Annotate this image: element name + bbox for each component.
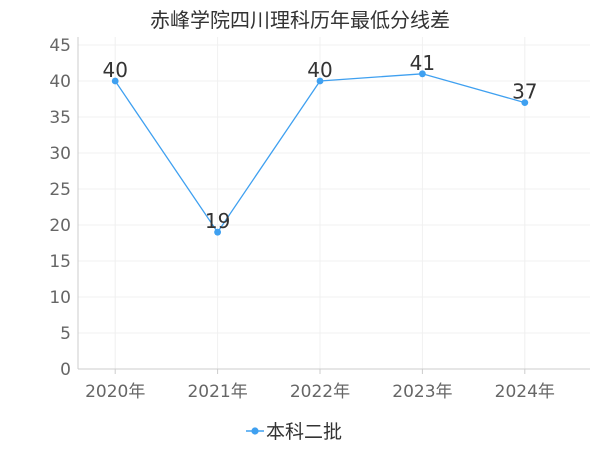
y-tick-label: 0 <box>60 360 71 380</box>
y-tick-label: 35 <box>49 108 71 128</box>
y-tick-labels: 0 5 10 15 20 25 30 35 40 45 <box>49 36 71 380</box>
legend-dot-marker <box>251 427 259 435</box>
data-points <box>111 70 529 236</box>
x-tick-label: 2023年 <box>392 382 452 402</box>
data-label: 37 <box>512 80 537 104</box>
chart-title: 赤峰学院四川理科历年最低分线差 <box>150 8 450 32</box>
x-tick-label: 2022年 <box>290 382 350 402</box>
data-label: 19 <box>205 209 230 233</box>
y-tick-label: 40 <box>49 72 71 92</box>
axes <box>77 37 590 374</box>
legend-label: 本科二批 <box>266 421 342 443</box>
legend[interactable]: 本科二批 <box>246 421 342 443</box>
data-label: 40 <box>307 58 332 82</box>
y-tick-label: 25 <box>49 180 71 200</box>
y-tick-label: 15 <box>49 252 71 272</box>
x-tick-labels: 2020年 2021年 2022年 2023年 2024年 <box>85 382 555 402</box>
data-labels: 40 19 40 41 37 <box>102 51 537 233</box>
y-tick-label: 30 <box>49 144 71 164</box>
data-label: 40 <box>102 58 127 82</box>
data-point[interactable] <box>111 77 119 85</box>
y-tick-label: 10 <box>49 288 71 308</box>
data-label: 41 <box>410 51 435 75</box>
x-tick-label: 2021年 <box>187 382 247 402</box>
data-point[interactable] <box>316 77 324 85</box>
data-point[interactable] <box>419 70 426 78</box>
y-tick-label: 5 <box>60 324 71 344</box>
x-tick-label: 2024年 <box>495 382 555 402</box>
x-tick-label: 2020年 <box>85 382 145 402</box>
data-point[interactable] <box>214 228 222 236</box>
data-point[interactable] <box>521 99 529 106</box>
y-tick-label: 45 <box>49 36 71 56</box>
y-tick-label: 20 <box>49 216 71 236</box>
